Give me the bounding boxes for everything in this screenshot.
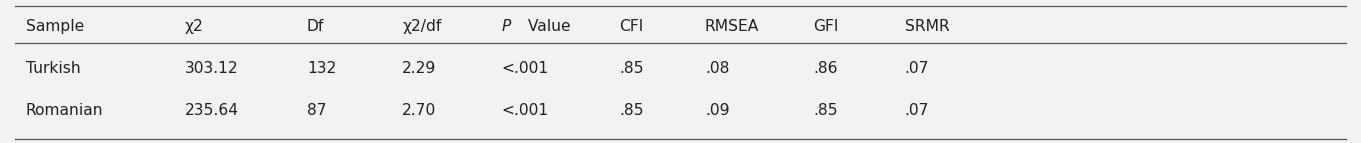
Text: 87: 87 <box>308 103 327 118</box>
Text: .85: .85 <box>814 103 838 118</box>
Text: 2.70: 2.70 <box>401 103 437 118</box>
Text: .09: .09 <box>705 103 729 118</box>
Text: <.001: <.001 <box>501 103 548 118</box>
Text: 132: 132 <box>308 61 336 76</box>
Text: Df: Df <box>308 19 324 34</box>
Text: Value: Value <box>523 19 570 34</box>
Text: 303.12: 303.12 <box>185 61 238 76</box>
Text: .07: .07 <box>905 61 930 76</box>
Text: RMSEA: RMSEA <box>705 19 759 34</box>
Text: P: P <box>501 19 510 34</box>
Text: Romanian: Romanian <box>26 103 103 118</box>
Text: .85: .85 <box>619 103 644 118</box>
Text: .08: .08 <box>705 61 729 76</box>
Text: Turkish: Turkish <box>26 61 80 76</box>
Text: χ2: χ2 <box>185 19 204 34</box>
Text: χ2/df: χ2/df <box>401 19 441 34</box>
Text: CFI: CFI <box>619 19 644 34</box>
Text: .07: .07 <box>905 103 930 118</box>
Text: .85: .85 <box>619 61 644 76</box>
Text: GFI: GFI <box>814 19 838 34</box>
Text: Sample: Sample <box>26 19 84 34</box>
Text: .86: .86 <box>814 61 838 76</box>
Text: <.001: <.001 <box>501 61 548 76</box>
Text: 2.29: 2.29 <box>401 61 437 76</box>
Text: SRMR: SRMR <box>905 19 950 34</box>
Text: 235.64: 235.64 <box>185 103 240 118</box>
